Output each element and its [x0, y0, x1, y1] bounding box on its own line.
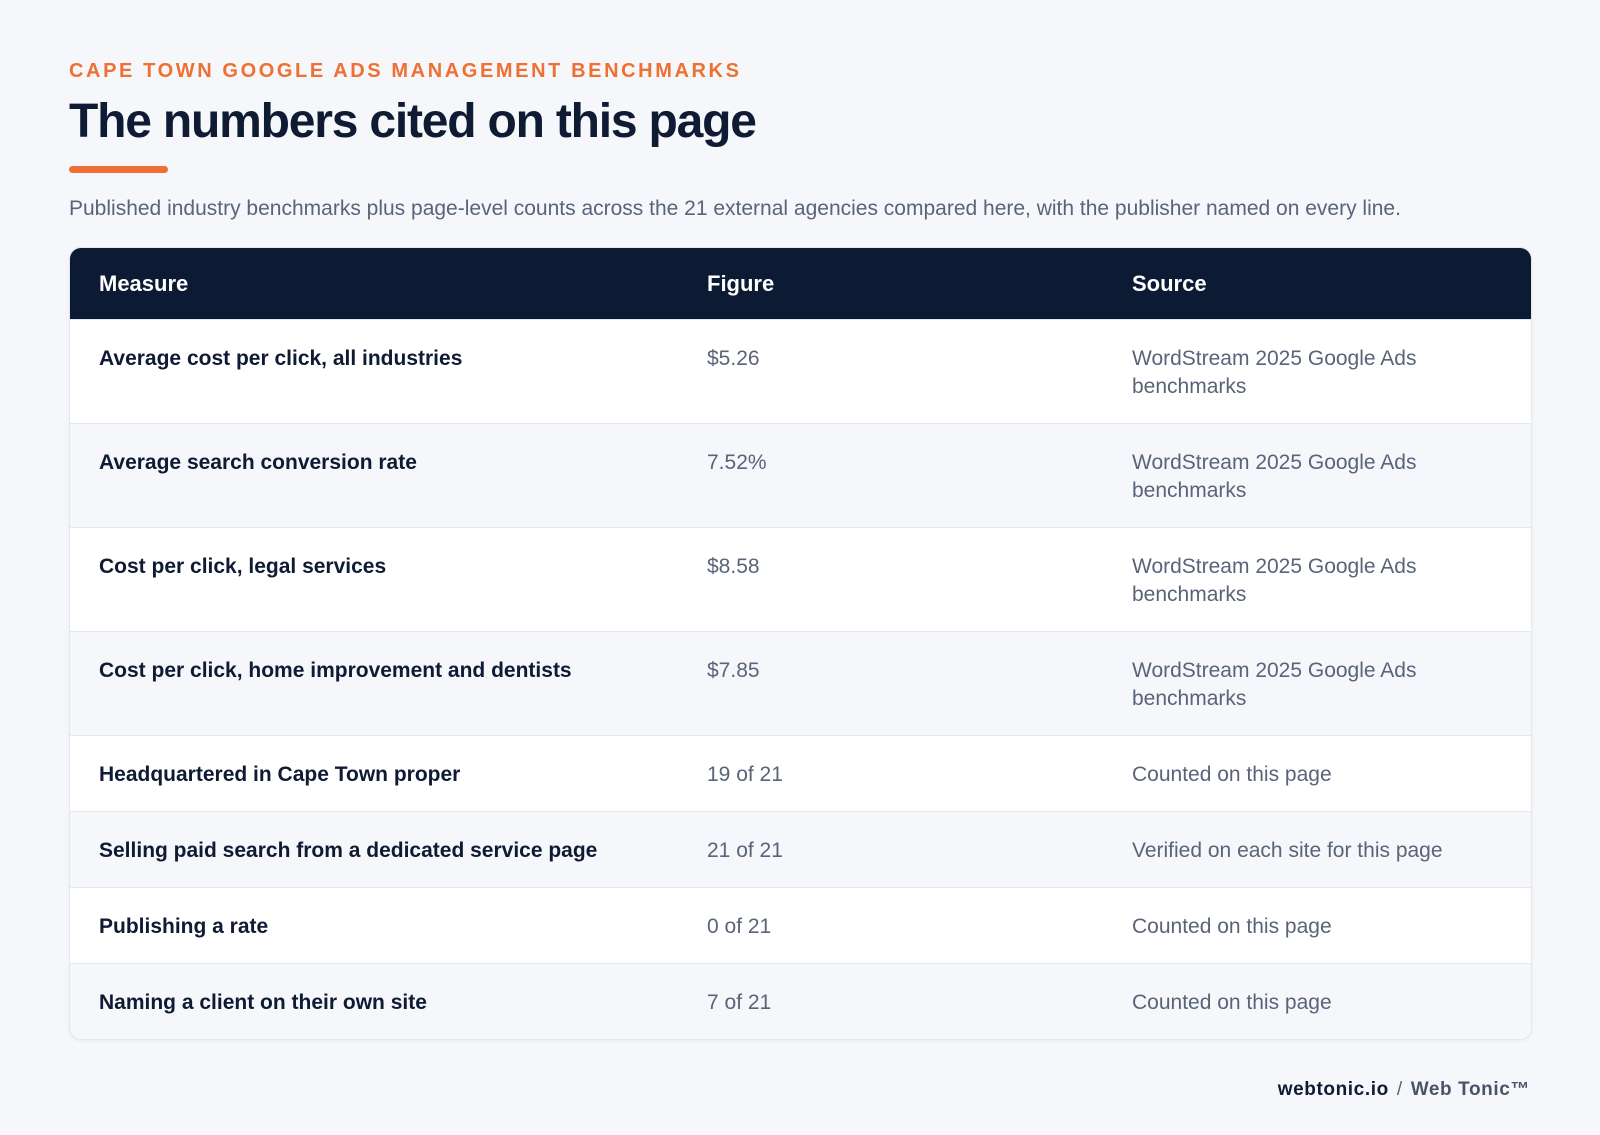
table-row: Cost per click, home improvement and den…: [70, 631, 1531, 736]
source-cell: WordStream 2025 Google Ads benchmarks: [1132, 347, 1417, 398]
source-cell: Verified on each site for this page: [1132, 839, 1443, 862]
measure-cell: Publishing a rate: [99, 915, 269, 938]
column-header-source: Source: [1132, 270, 1207, 296]
source-cell: WordStream 2025 Google Ads benchmarks: [1132, 451, 1417, 502]
footer-credit: webtonic.io / Web Tonic™: [1278, 1079, 1530, 1101]
measure-cell: Cost per click, home improvement and den…: [99, 659, 572, 682]
table-row: Publishing a rate 0 of 21 Counted on thi…: [70, 887, 1531, 964]
table-row: Headquartered in Cape Town proper 19 of …: [70, 735, 1531, 812]
measure-cell: Naming a client on their own site: [99, 991, 427, 1014]
table-row: Average cost per click, all industries $…: [70, 319, 1531, 424]
table-body: Average cost per click, all industries $…: [70, 319, 1531, 1039]
footer-separator: /: [1396, 1079, 1403, 1100]
source-cell: Counted on this page: [1132, 991, 1332, 1014]
table-row: Naming a client on their own site 7 of 2…: [70, 963, 1531, 1039]
figure-cell: 19 of 21: [707, 763, 783, 786]
footer-domain: webtonic.io: [1277, 1079, 1389, 1100]
table-row: Cost per click, legal services $8.58 Wor…: [70, 527, 1531, 632]
figure-cell: 21 of 21: [707, 839, 783, 862]
table-row: Selling paid search from a dedicated ser…: [70, 811, 1531, 888]
measure-cell: Cost per click, legal services: [99, 555, 387, 578]
measure-cell: Average search conversion rate: [99, 451, 417, 474]
figure-cell: 0 of 21: [707, 915, 772, 938]
benchmarks-table: Measure Figure Source Average cost per c…: [70, 248, 1531, 1039]
table-header: Measure Figure Source: [70, 248, 1531, 320]
page-title: The numbers cited on this page: [69, 95, 757, 148]
column-header-figure: Figure: [707, 270, 775, 296]
column-header-measure: Measure: [99, 270, 189, 296]
figure-cell: $8.58: [707, 555, 760, 578]
source-cell: WordStream 2025 Google Ads benchmarks: [1132, 555, 1417, 606]
source-cell: WordStream 2025 Google Ads benchmarks: [1132, 659, 1417, 710]
source-cell: Counted on this page: [1132, 915, 1332, 938]
footer-brand: Web Tonic™: [1410, 1079, 1530, 1100]
figure-cell: 7 of 21: [707, 991, 772, 1014]
source-cell: Counted on this page: [1132, 763, 1332, 786]
title-underline: [69, 166, 168, 173]
figure-cell: 7.52%: [707, 451, 767, 474]
benchmarks-page: CAPE TOWN GOOGLE ADS MANAGEMENT BENCHMAR…: [69, 58, 1532, 1040]
table-header-row: Measure Figure Source: [70, 248, 1531, 320]
table-row: Average search conversion rate 7.52% Wor…: [70, 423, 1531, 528]
figure-cell: $7.85: [707, 659, 760, 682]
page-subtitle: Published industry benchmarks plus page-…: [69, 197, 1401, 220]
measure-cell: Average cost per click, all industries: [99, 347, 463, 370]
measure-cell: Selling paid search from a dedicated ser…: [99, 839, 598, 862]
figure-cell: $5.26: [707, 347, 760, 370]
eyebrow-label: CAPE TOWN GOOGLE ADS MANAGEMENT BENCHMAR…: [69, 60, 742, 82]
benchmarks-table-card: Measure Figure Source Average cost per c…: [69, 247, 1532, 1040]
measure-cell: Headquartered in Cape Town proper: [99, 763, 461, 786]
